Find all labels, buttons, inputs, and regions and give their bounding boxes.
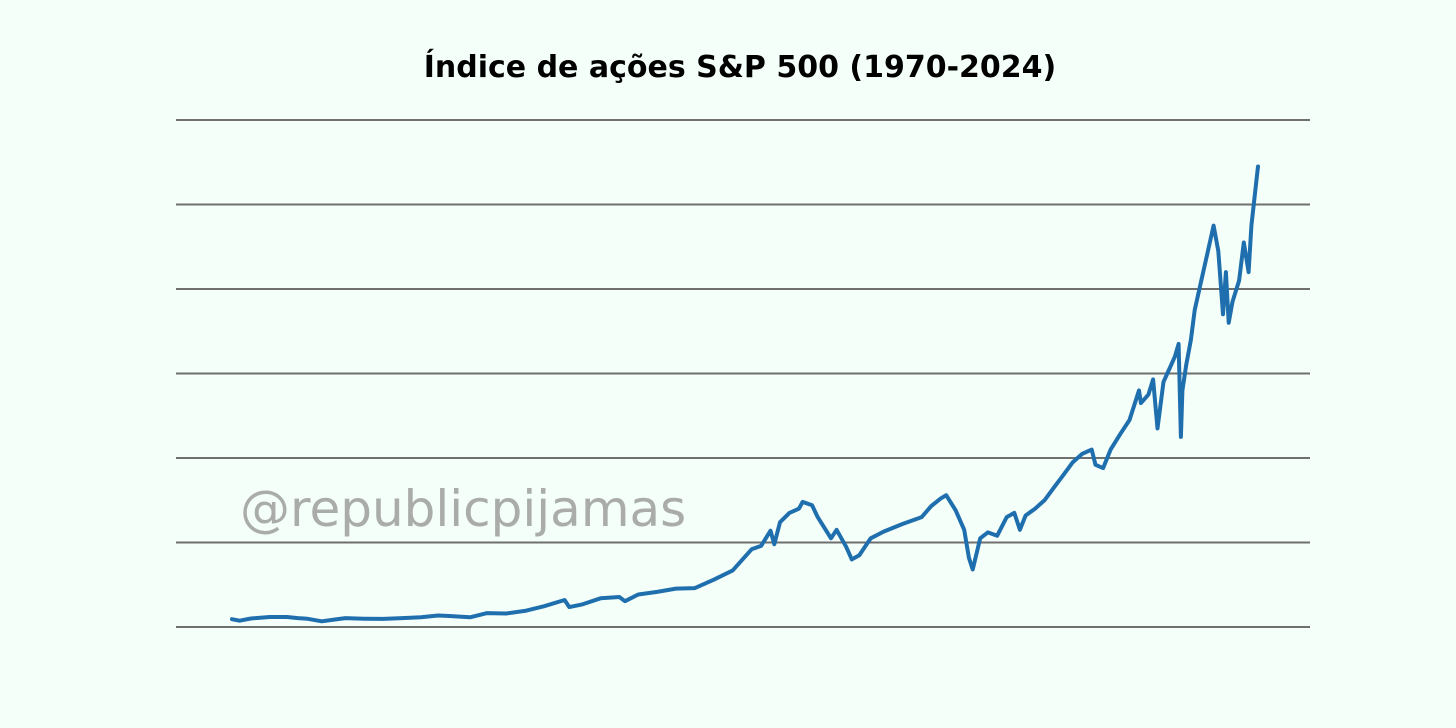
chart-title: Índice de ações S&P 500 (1970-2024) (424, 49, 1057, 85)
sp500-series-line (230, 164, 1260, 624)
gridlines (176, 119, 1310, 628)
watermark-text: @republicpijamas (240, 480, 686, 538)
